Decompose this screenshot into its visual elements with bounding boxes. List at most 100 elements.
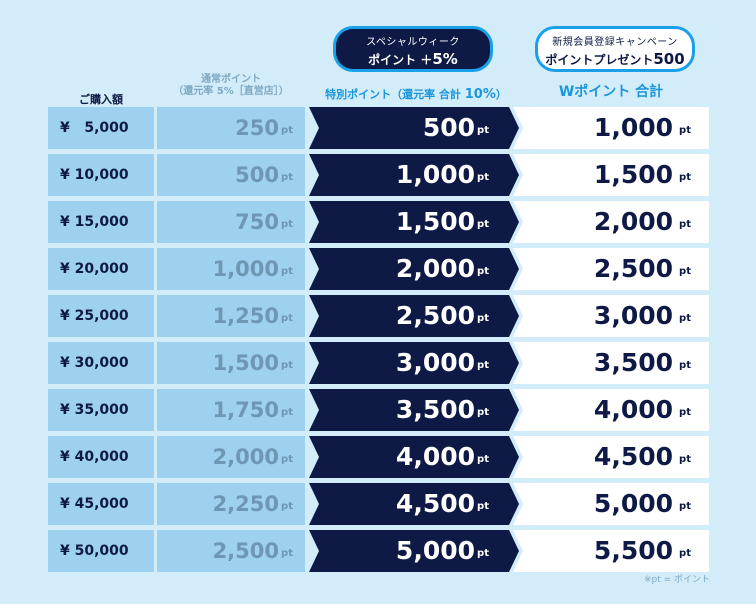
special-points-cell: 2,000 pt bbox=[309, 248, 519, 290]
normal-points-cell: 2,500 pt bbox=[157, 530, 305, 572]
special-points-cell: 500 pt bbox=[309, 107, 519, 149]
special-points-cell: 4,500 pt bbox=[309, 483, 519, 525]
unit-label: pt bbox=[281, 172, 293, 183]
special-week-bonus: ポイント ＋5% bbox=[336, 50, 490, 68]
unit-label: pt bbox=[281, 548, 293, 559]
w-points-total-cell-value: 4,000 bbox=[593, 395, 673, 424]
w-points-total-cell-value: 3,500 bbox=[593, 348, 673, 377]
purchase-amount-cell: ¥ 10,000 bbox=[48, 154, 154, 196]
unit-label: pt bbox=[477, 313, 489, 324]
special-points-header-rate: 10% bbox=[464, 87, 496, 102]
unit-label: pt bbox=[281, 266, 293, 277]
unit-label: pt bbox=[477, 125, 489, 136]
table-row: ¥ 20,000 1,000 pt 2,000 pt 2,500 pt bbox=[0, 248, 756, 290]
normal-points-cell: 250 pt bbox=[157, 107, 305, 149]
unit-label: pt bbox=[679, 172, 691, 183]
special-week-badge: スペシャルウィーク ポイント ＋5% bbox=[333, 26, 493, 72]
special-points-cell: 2,500 pt bbox=[309, 295, 519, 337]
special-points-cell-value: 5,000 bbox=[395, 536, 475, 565]
table-row: ¥ 5,000 250 pt 500 pt 1,000 pt bbox=[0, 107, 756, 149]
unit-note: ※pt = ポイント bbox=[643, 575, 710, 585]
normal-points-cell-value: 1,500 bbox=[212, 351, 279, 375]
w-points-total-cell: 3,500 pt bbox=[513, 342, 709, 384]
unit-label: pt bbox=[281, 313, 293, 324]
w-points-total-cell: 3,000 pt bbox=[513, 295, 709, 337]
table-row: ¥ 35,000 1,750 pt 3,500 pt 4,000 pt bbox=[0, 389, 756, 431]
unit-label: pt bbox=[679, 454, 691, 465]
normal-points-cell-value: 500 bbox=[235, 163, 279, 187]
normal-points-cell: 1,750 pt bbox=[157, 389, 305, 431]
w-points-total-cell-value: 2,500 bbox=[593, 254, 673, 283]
special-points-header-label: 特別ポイント（還元率 合計 bbox=[325, 88, 465, 101]
special-points-cell: 3,000 pt bbox=[309, 342, 519, 384]
special-points-cell-value: 1,000 bbox=[395, 160, 475, 189]
unit-label: pt bbox=[679, 407, 691, 418]
normal-points-cell-value: 2,250 bbox=[212, 492, 279, 516]
table-row: ¥ 50,000 2,500 pt 5,000 pt 5,500 pt bbox=[0, 530, 756, 572]
normal-points-cell: 1,250 pt bbox=[157, 295, 305, 337]
unit-label: pt bbox=[477, 266, 489, 277]
campaign-bonus-value: 500 bbox=[653, 50, 685, 68]
w-points-total-cell: 2,000 pt bbox=[513, 201, 709, 243]
unit-label: pt bbox=[679, 313, 691, 324]
special-points-cell-value: 2,000 bbox=[395, 254, 475, 283]
purchase-amount-cell: ¥ 50,000 bbox=[48, 530, 154, 572]
purchase-amount-cell-value: ¥ 35,000 bbox=[60, 402, 129, 418]
w-points-total-cell-value: 5,500 bbox=[593, 536, 673, 565]
normal-points-cell: 2,000 pt bbox=[157, 436, 305, 478]
normal-points-header: 通常ポイント （還元率 5%［直営店］） bbox=[157, 74, 305, 98]
normal-points-header-title: 通常ポイント bbox=[201, 74, 261, 85]
unit-label: pt bbox=[477, 501, 489, 512]
unit-label: pt bbox=[281, 360, 293, 371]
table-row: ¥ 10,000 500 pt 1,000 pt 1,500 pt bbox=[0, 154, 756, 196]
purchase-amount-cell: ¥ 30,000 bbox=[48, 342, 154, 384]
unit-label: pt bbox=[281, 501, 293, 512]
table-row: ¥ 30,000 1,500 pt 3,000 pt 3,500 pt bbox=[0, 342, 756, 384]
unit-label: pt bbox=[679, 360, 691, 371]
normal-points-header-rate: （還元率 5%［直営店］） bbox=[173, 86, 289, 97]
purchase-amount-cell-value: ¥ 30,000 bbox=[60, 355, 129, 371]
w-points-total-cell-value: 1,000 bbox=[593, 113, 673, 142]
special-points-header-close: ） bbox=[495, 88, 507, 101]
special-points-cell-value: 1,500 bbox=[395, 207, 475, 236]
purchase-amount-cell: ¥ 15,000 bbox=[48, 201, 154, 243]
unit-label: pt bbox=[477, 454, 489, 465]
w-points-total-cell: 1,500 pt bbox=[513, 154, 709, 196]
normal-points-cell: 1,500 pt bbox=[157, 342, 305, 384]
purchase-amount-cell: ¥ 5,000 bbox=[48, 107, 154, 149]
purchase-amount-cell: ¥ 35,000 bbox=[48, 389, 154, 431]
w-points-total-header: Wポイント 合計 bbox=[558, 84, 664, 100]
unit-label: pt bbox=[281, 454, 293, 465]
w-points-total-cell: 4,000 pt bbox=[513, 389, 709, 431]
unit-label: pt bbox=[477, 172, 489, 183]
unit-label: pt bbox=[679, 125, 691, 136]
normal-points-cell: 2,250 pt bbox=[157, 483, 305, 525]
special-points-cell: 5,000 pt bbox=[309, 530, 519, 572]
campaign-title: 新規会員登録キャンペーン bbox=[552, 37, 678, 48]
purchase-amount-cell: ¥ 20,000 bbox=[48, 248, 154, 290]
special-week-title: スペシャルウィーク bbox=[366, 37, 460, 48]
normal-points-cell-value: 2,500 bbox=[212, 539, 279, 563]
w-points-total-cell-value: 4,500 bbox=[593, 442, 673, 471]
w-points-total-cell-value: 1,500 bbox=[593, 160, 673, 189]
purchase-amount-cell-value: ¥ 45,000 bbox=[60, 496, 129, 512]
w-points-total-cell: 5,000 pt bbox=[513, 483, 709, 525]
w-points-total-cell-value: 2,000 bbox=[593, 207, 673, 236]
unit-label: pt bbox=[679, 219, 691, 230]
purchase-amount-cell-value: ¥ 20,000 bbox=[60, 261, 129, 277]
normal-points-cell-value: 1,750 bbox=[212, 398, 279, 422]
unit-label: pt bbox=[281, 407, 293, 418]
w-points-total-cell: 2,500 pt bbox=[513, 248, 709, 290]
normal-points-cell-value: 2,000 bbox=[212, 445, 279, 469]
purchase-amount-cell-value: ¥ 25,000 bbox=[60, 308, 129, 324]
table-row: ¥ 25,000 1,250 pt 2,500 pt 3,000 pt bbox=[0, 295, 756, 337]
purchase-amount-cell: ¥ 40,000 bbox=[48, 436, 154, 478]
purchase-amount-cell-value: ¥ 10,000 bbox=[60, 167, 129, 183]
normal-points-cell-value: 1,000 bbox=[212, 257, 279, 281]
special-points-cell-value: 2,500 bbox=[395, 301, 475, 330]
w-points-total-cell-value: 3,000 bbox=[593, 301, 673, 330]
normal-points-cell: 500 pt bbox=[157, 154, 305, 196]
unit-label: pt bbox=[477, 407, 489, 418]
unit-label: pt bbox=[477, 219, 489, 230]
special-points-cell-value: 3,000 bbox=[395, 348, 475, 377]
